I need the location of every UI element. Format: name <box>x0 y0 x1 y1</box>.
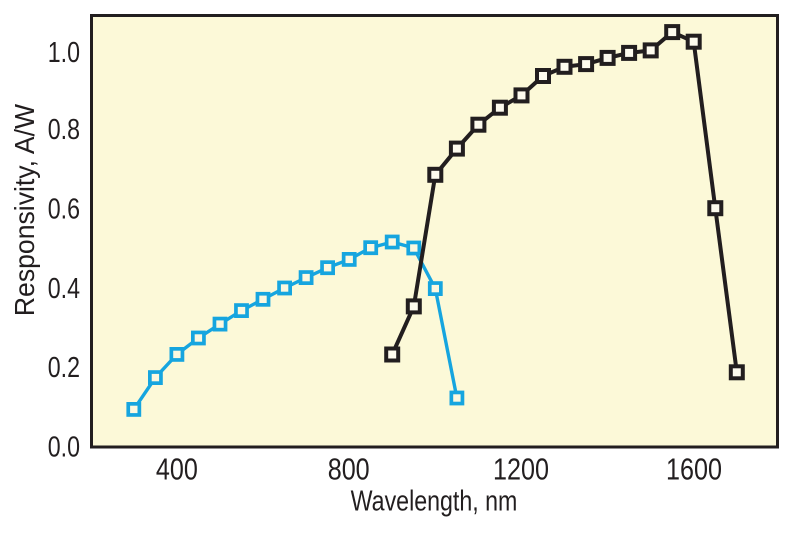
svg-text:0.2: 0.2 <box>48 351 80 384</box>
svg-text:0.8: 0.8 <box>48 112 80 145</box>
svg-text:0.6: 0.6 <box>48 192 80 225</box>
svg-text:0.4: 0.4 <box>48 271 80 304</box>
svg-text:800: 800 <box>328 452 370 486</box>
svg-text:1.0: 1.0 <box>48 36 80 69</box>
svg-text:Wavelength, nm: Wavelength, nm <box>351 484 518 517</box>
svg-text:Responsivity, A/W: Responsivity, A/W <box>8 104 40 317</box>
svg-text:0.0: 0.0 <box>48 430 80 463</box>
svg-text:1600: 1600 <box>666 452 722 486</box>
svg-text:400: 400 <box>156 452 198 486</box>
svg-text:1200: 1200 <box>493 452 549 486</box>
